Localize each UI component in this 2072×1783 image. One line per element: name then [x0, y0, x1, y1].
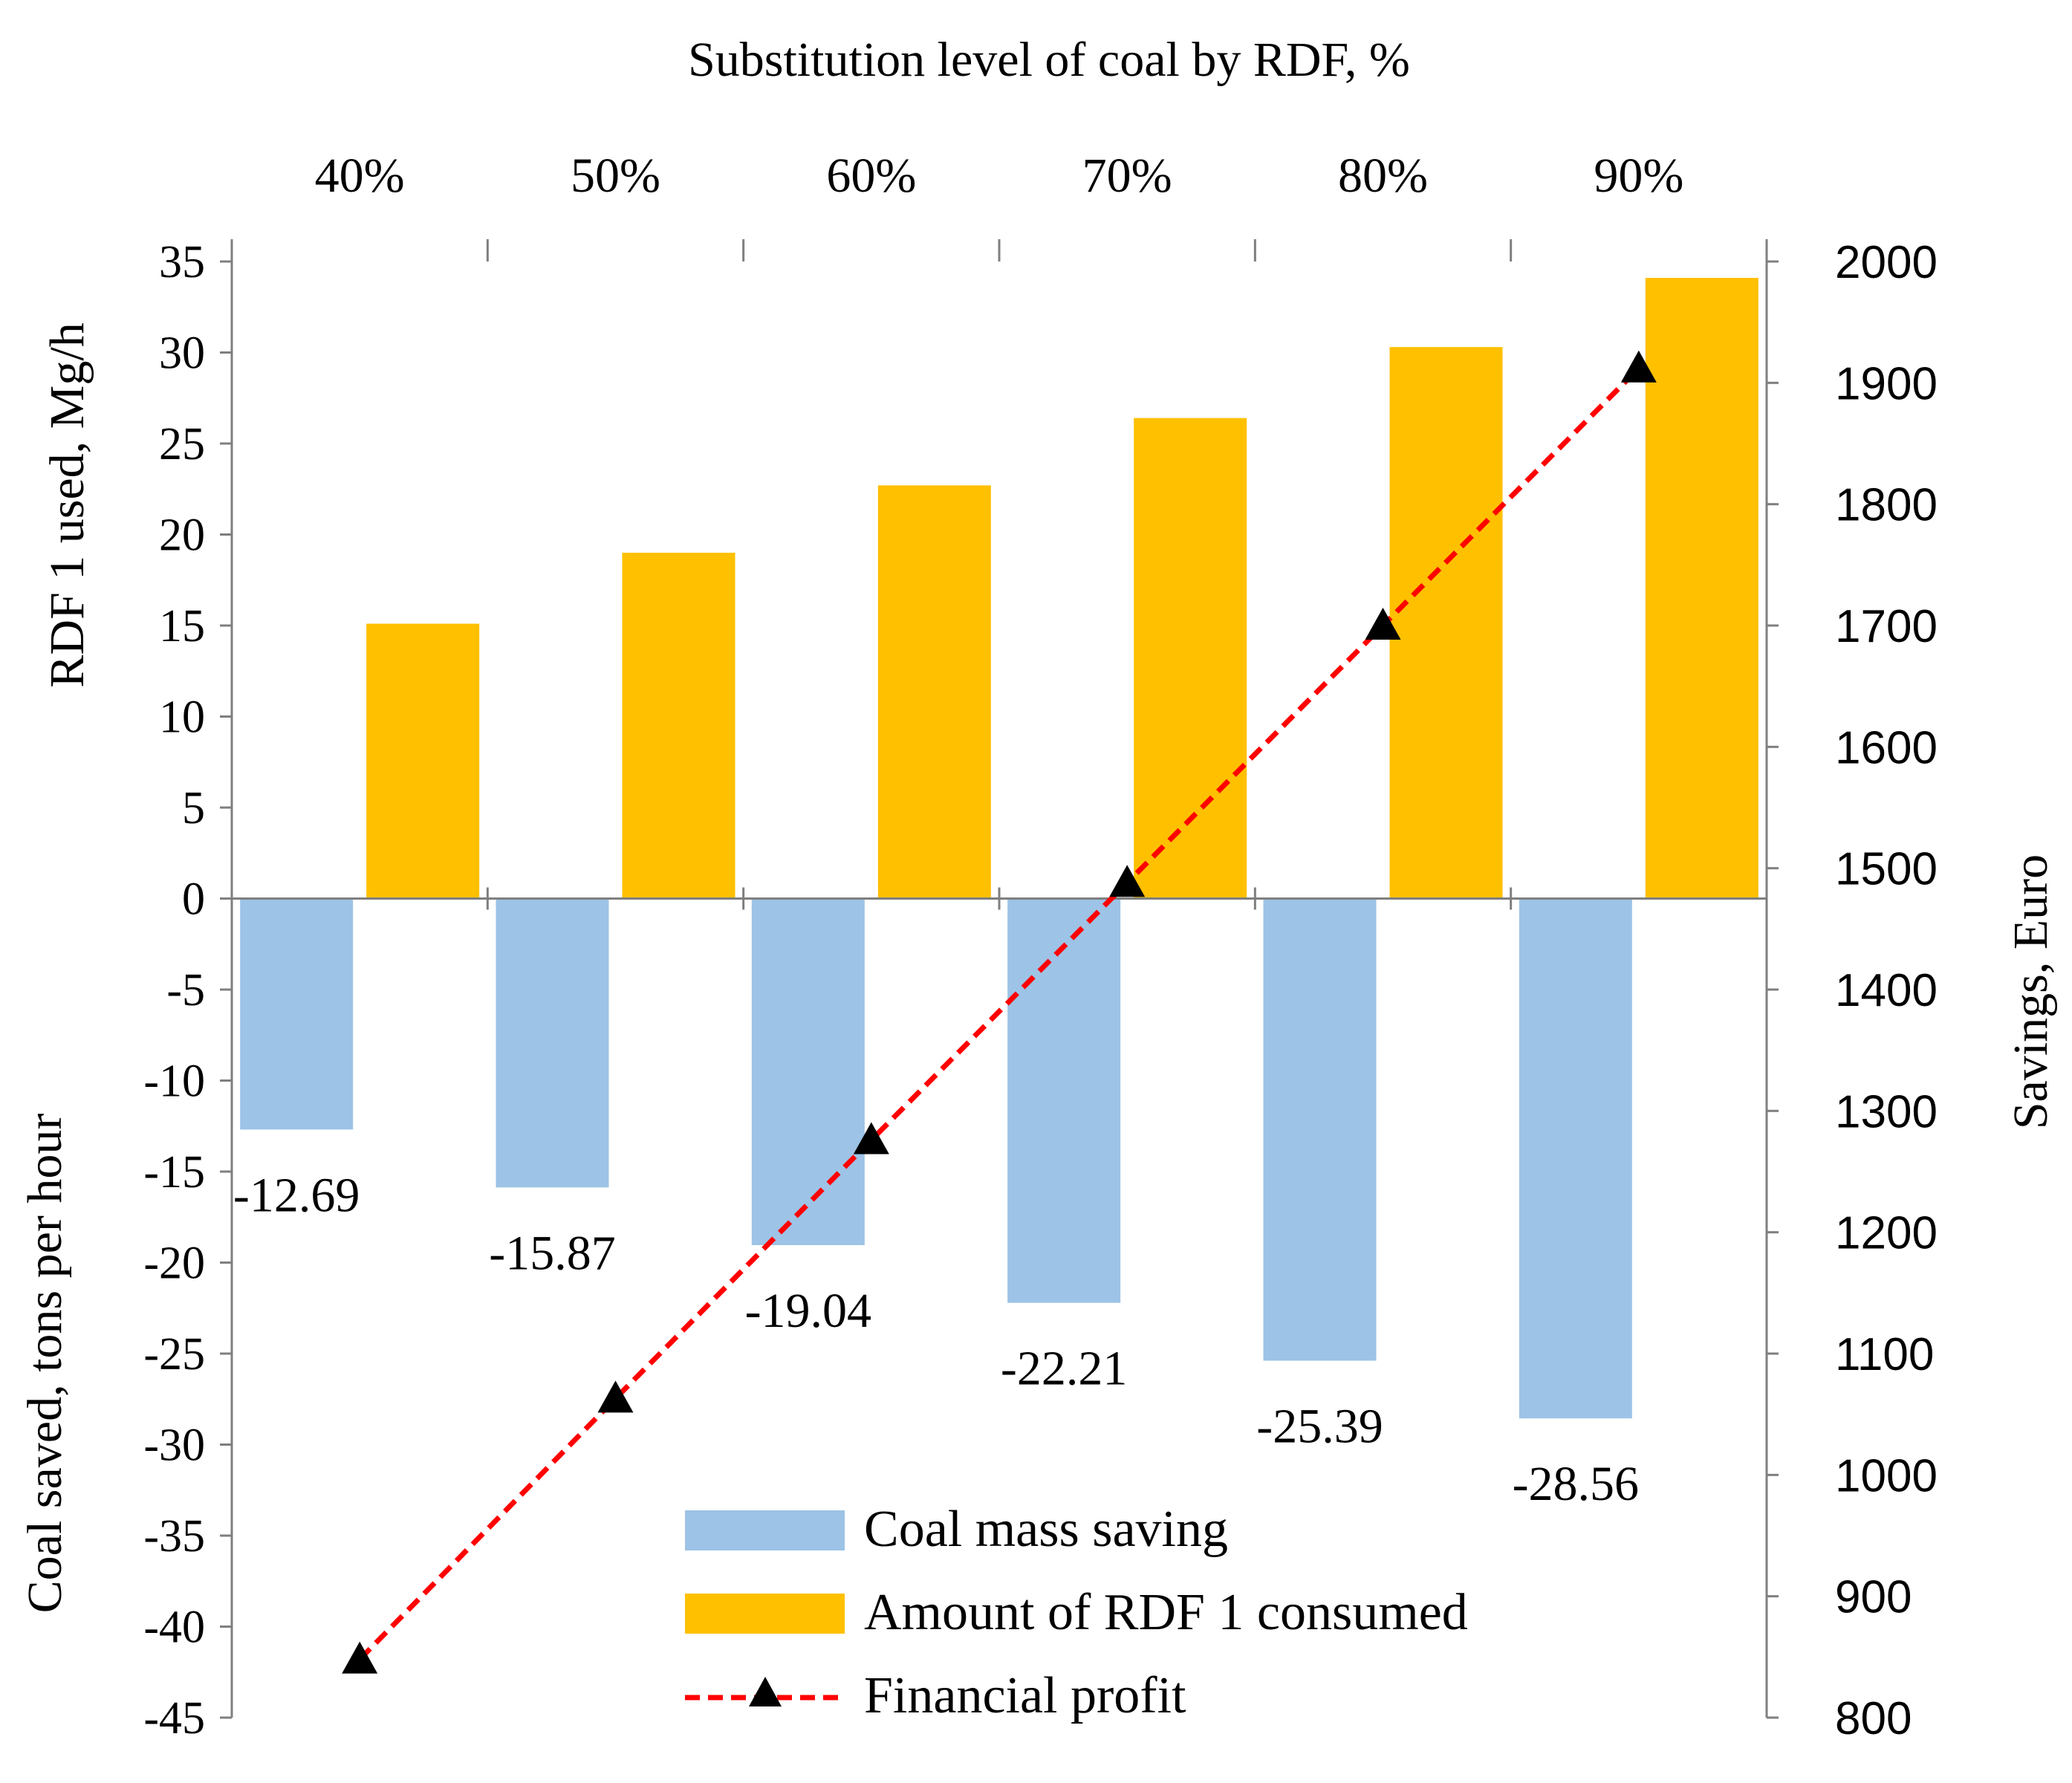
right-tick-label: 1800 — [1835, 480, 1938, 531]
right-tick-label: 1000 — [1835, 1450, 1938, 1501]
x-tick-label: 90% — [1594, 149, 1683, 203]
profit-marker-90% — [1620, 350, 1657, 383]
right-tick-label: 800 — [1835, 1693, 1912, 1744]
left-tick-label: -5 — [166, 965, 205, 1016]
left-tick-label: -20 — [143, 1238, 205, 1289]
legend-label-profit: Financial profit — [864, 1667, 1186, 1724]
bar-coal-50% — [496, 898, 609, 1188]
x-tick-label: 60% — [826, 149, 916, 203]
profit-marker-40% — [342, 1641, 378, 1674]
right-tick-label: 1100 — [1835, 1329, 1934, 1380]
x-tick-label: 50% — [571, 149, 660, 203]
left-axis-label-lower: Coal saved, tons per hour — [18, 1114, 72, 1614]
right-axis-label: Savings, Euro — [2004, 854, 2058, 1129]
left-tick-label: -30 — [143, 1420, 205, 1471]
right-tick-label: 1200 — [1835, 1208, 1938, 1259]
legend-swatch-rdf — [685, 1594, 845, 1634]
data-label-coal: -22.21 — [1001, 1342, 1127, 1396]
profit-marker-80% — [1365, 608, 1401, 640]
left-tick-label: -40 — [143, 1602, 205, 1653]
left-tick-label: 25 — [159, 419, 205, 470]
left-tick-label: -15 — [143, 1147, 205, 1198]
legend-swatch-coal — [685, 1510, 845, 1550]
right-tick-label: 1900 — [1835, 358, 1938, 409]
right-tick-label: 1300 — [1835, 1086, 1938, 1137]
profit-marker-70% — [1109, 865, 1146, 897]
right-tick-label: 1600 — [1835, 722, 1938, 773]
bar-rdf-40% — [366, 623, 480, 899]
right-tick-label: 1700 — [1835, 601, 1938, 652]
data-label-coal: -15.87 — [489, 1226, 615, 1280]
right-tick-label: 1400 — [1835, 965, 1938, 1016]
legend-label-rdf: Amount of RDF 1 consumed — [864, 1584, 1468, 1641]
right-tick-label: 900 — [1835, 1572, 1912, 1623]
bar-rdf-50% — [622, 553, 735, 899]
left-tick-label: 35 — [159, 237, 205, 288]
chart-title: Substitution level of coal by RDF, % — [688, 33, 1410, 87]
data-label-coal: -25.39 — [1256, 1400, 1383, 1454]
profit-line — [357, 366, 1641, 1662]
data-label-coal: -19.04 — [745, 1284, 871, 1338]
bar-rdf-90% — [1645, 278, 1758, 899]
legend: Coal mass saving Amount of RDF 1 consume… — [685, 1501, 1468, 1724]
data-labels-layer: -12.69 -15.87 -19.04 -22.21 -25.39 -28.56 — [233, 1168, 1639, 1511]
left-tick-label: 15 — [159, 601, 205, 652]
data-label-coal: -12.69 — [233, 1168, 360, 1222]
x-tick-label: 70% — [1082, 149, 1172, 203]
bar-rdf-80% — [1389, 347, 1503, 899]
axes-layer: 40% 50% 60% 70% 80% 90% 35 30 25 20 15 10 5 0 -5 -10 -15… — [143, 149, 1938, 1744]
left-tick-label: -25 — [143, 1329, 205, 1380]
legend-label-coal: Coal mass saving — [864, 1501, 1228, 1558]
bar-rdf-60% — [877, 485, 991, 899]
bar-coal-70% — [1007, 898, 1121, 1303]
left-tick-label: 0 — [182, 874, 205, 925]
bar-coal-60% — [751, 898, 865, 1245]
left-tick-label: 30 — [159, 328, 205, 379]
left-tick-label: 20 — [159, 510, 205, 561]
left-tick-label: 10 — [159, 692, 205, 743]
bar-coal-80% — [1263, 898, 1377, 1361]
bars-layer — [240, 278, 1758, 1419]
profit-line-layer — [342, 350, 1657, 1674]
right-tick-label: 2000 — [1835, 237, 1938, 288]
left-tick-label: 5 — [182, 783, 205, 834]
left-axis-label-upper: RDF 1 used, Mg/h — [40, 322, 94, 687]
data-label-coal: -28.56 — [1513, 1457, 1639, 1511]
bar-rdf-70% — [1134, 418, 1247, 899]
profit-marker-50% — [597, 1380, 634, 1413]
profit-marker-60% — [853, 1122, 889, 1154]
left-tick-label: -10 — [143, 1056, 205, 1107]
right-tick-label: 1500 — [1835, 844, 1938, 895]
bar-coal-90% — [1519, 898, 1632, 1419]
x-tick-label: 80% — [1338, 149, 1428, 203]
legend-triangle-marker-icon — [749, 1677, 782, 1706]
left-tick-label: -35 — [143, 1511, 205, 1562]
bar-coal-40% — [240, 898, 354, 1130]
left-tick-label: -45 — [143, 1693, 205, 1744]
x-tick-label: 40% — [315, 149, 405, 203]
